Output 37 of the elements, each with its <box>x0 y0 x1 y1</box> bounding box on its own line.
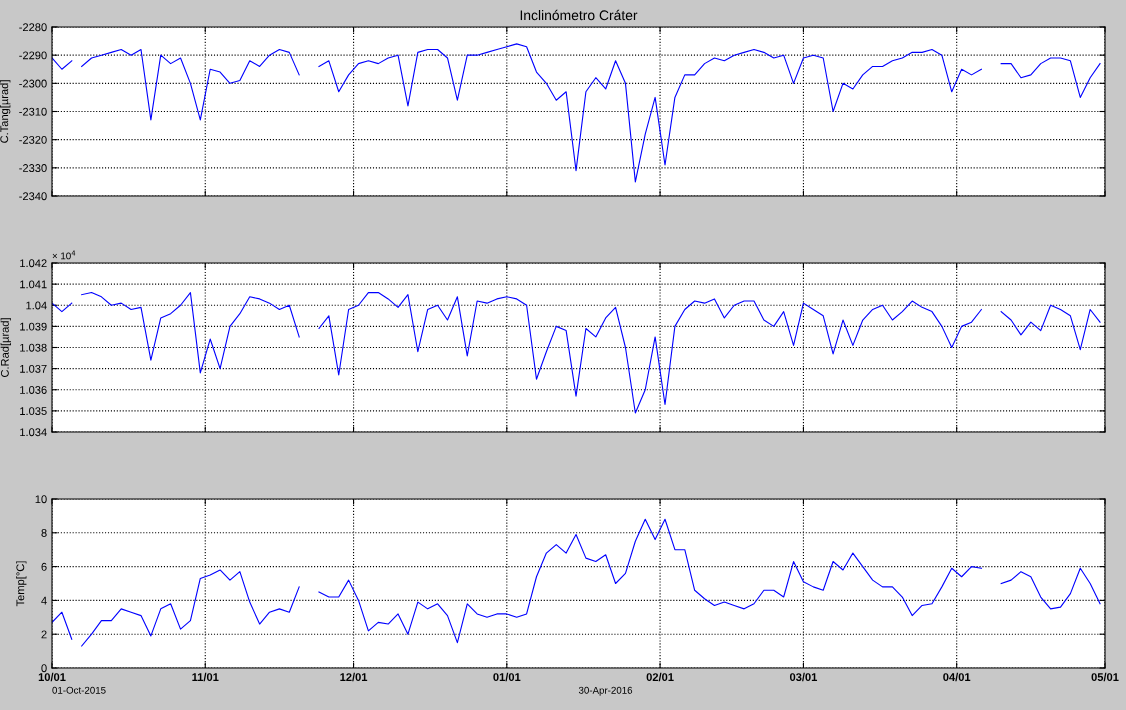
x-tick-label: 05/01 <box>1091 672 1119 682</box>
y-tick-label: 2 <box>41 630 47 639</box>
y-tick-label: 8 <box>41 529 47 537</box>
y-tick-label: 1.041 <box>20 280 47 289</box>
y-tick-label: -2300 <box>19 79 47 88</box>
y-tick-label: 1.037 <box>20 364 47 373</box>
y-tick-label: -2310 <box>19 107 47 116</box>
text: × 10$^{4}$ <box>52 250 76 260</box>
y-axis-title: C.Rad[µrad] <box>0 318 11 377</box>
y-tick-label: 1.04 <box>26 301 47 310</box>
y-tick-label: 1.039 <box>20 322 47 331</box>
y-axis-title: Temp[°C] <box>16 561 27 607</box>
y-tick-label: 1.035 <box>20 407 47 416</box>
x-tick-label: 01/01 <box>493 672 521 682</box>
y-tick-label: 6 <box>41 562 47 571</box>
y-tick-label: -2320 <box>19 135 47 144</box>
y-tick-label: 1.042 <box>20 259 47 268</box>
y-tick-label: -2290 <box>19 51 47 60</box>
x-tick-label: 10/01 <box>38 672 66 682</box>
y-tick-label: 4 <box>41 596 47 605</box>
y-tick-label: -2280 <box>19 23 47 32</box>
text: 30-Apr-2016 <box>578 686 633 696</box>
y-axis-title: C.Tang[µrad] <box>0 80 11 143</box>
x-tick-label: 04/01 <box>943 672 971 682</box>
text: 01-Oct-2015 <box>52 686 106 694</box>
chart-title: Inclinómetro Cráter <box>520 9 638 21</box>
y-tick-label: -2330 <box>19 164 47 172</box>
y-tick-label: -2340 <box>19 192 47 201</box>
y-tick-label: 1.036 <box>20 386 47 394</box>
y-tick-label: 10 <box>35 495 47 504</box>
x-tick-label: 11/01 <box>192 672 219 682</box>
x-tick-label: 12/01 <box>340 672 368 682</box>
x-tick-label: 03/01 <box>789 672 818 682</box>
y-tick-label: 1.038 <box>20 343 47 352</box>
y-tick-label: 1.034 <box>20 428 47 437</box>
x-tick-label: 02/01 <box>646 672 674 682</box>
y-tick-label: 0 <box>41 664 47 673</box>
